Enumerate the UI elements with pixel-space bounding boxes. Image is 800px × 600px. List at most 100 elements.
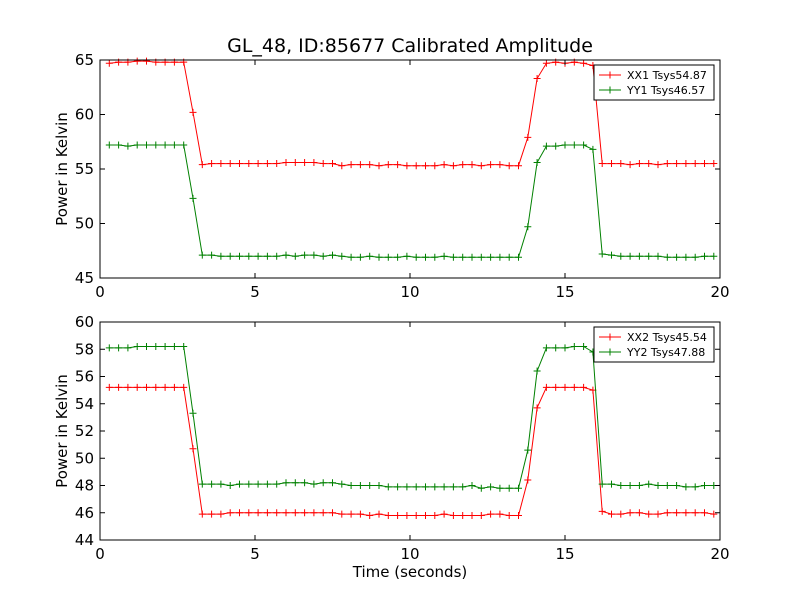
data-point — [515, 484, 522, 492]
data-point — [347, 510, 355, 518]
data-point — [115, 344, 123, 352]
legend: XX2 Tsys45.54 YY2 Tsys47.88 — [593, 326, 715, 363]
data-point — [226, 509, 234, 517]
data-point — [542, 142, 550, 150]
data-point — [654, 161, 662, 169]
data-point — [329, 479, 336, 487]
x-tick-label: 15 — [555, 545, 574, 563]
y-tick-label: 46 — [75, 504, 94, 522]
data-point — [189, 194, 197, 202]
x-axis-label: Time (seconds) — [352, 563, 468, 581]
data-point — [152, 383, 160, 391]
data-point — [561, 344, 569, 352]
data-point — [236, 252, 243, 260]
data-point — [468, 253, 476, 261]
data-point — [282, 158, 290, 166]
data-point — [449, 511, 457, 519]
data-point — [626, 161, 634, 169]
data-point — [691, 253, 699, 261]
data-point — [384, 511, 392, 519]
data-point — [682, 253, 690, 261]
data-point — [394, 253, 402, 261]
data-point — [542, 59, 550, 67]
data-point — [449, 483, 457, 491]
data-point — [496, 484, 504, 492]
data-point — [347, 482, 355, 489]
data-point — [663, 160, 671, 168]
data-point — [459, 253, 467, 261]
data-point — [208, 160, 216, 168]
data-point — [105, 344, 113, 352]
legend: XX1 Tsys54.87 YY1 Tsys46.57 — [593, 64, 715, 101]
x-tick-label: 5 — [250, 545, 260, 563]
legend-entry: YY1 Tsys46.57 — [626, 84, 705, 97]
y-tick-label: 58 — [75, 340, 94, 358]
data-point — [626, 482, 634, 489]
data-point — [440, 161, 448, 169]
data-point — [440, 483, 448, 491]
data-point — [533, 75, 541, 83]
data-point — [394, 161, 402, 169]
data-point — [580, 343, 588, 351]
data-point — [282, 251, 290, 259]
data-point — [319, 479, 327, 487]
data-point — [598, 250, 606, 258]
data-point — [682, 160, 690, 168]
data-point — [245, 509, 253, 517]
data-point — [524, 133, 532, 141]
data-point — [170, 343, 178, 351]
data-point — [291, 479, 299, 487]
y-tick-label: 45 — [75, 269, 94, 287]
data-point — [124, 142, 132, 150]
data-point — [682, 509, 690, 517]
data-point — [245, 160, 253, 168]
data-point — [626, 252, 634, 260]
data-point — [301, 158, 309, 166]
data-point — [143, 141, 150, 149]
data-point — [198, 251, 206, 259]
y-axis-label: Power in Kelvin — [53, 374, 71, 488]
data-point — [691, 483, 699, 491]
data-point — [524, 446, 532, 454]
data-point — [319, 509, 327, 517]
data-point — [152, 141, 160, 149]
data-point — [635, 160, 643, 168]
x-tick-label: 15 — [555, 283, 574, 301]
data-point — [477, 511, 485, 519]
data-point — [654, 482, 662, 489]
data-point — [143, 57, 150, 65]
data-point — [598, 480, 606, 488]
x-tick-label: 20 — [710, 545, 729, 563]
data-point — [635, 509, 643, 517]
data-point — [645, 160, 653, 168]
data-point — [301, 479, 309, 487]
data-point — [691, 509, 699, 517]
y-tick-label: 44 — [75, 531, 94, 549]
data-point — [198, 480, 206, 488]
data-point — [412, 511, 420, 519]
data-point — [310, 251, 318, 259]
data-point — [580, 59, 588, 67]
data-point — [635, 252, 643, 260]
data-point — [329, 251, 336, 259]
data-point — [180, 383, 188, 391]
data-point — [431, 511, 439, 519]
data-point — [375, 162, 383, 170]
data-point — [645, 252, 653, 260]
data-point — [701, 482, 708, 489]
data-point — [124, 344, 132, 352]
data-point — [570, 343, 578, 351]
series-2 — [105, 141, 718, 261]
data-point — [561, 141, 569, 149]
data-point — [580, 141, 588, 149]
data-point — [208, 251, 216, 259]
data-point — [133, 141, 141, 149]
data-point — [105, 141, 113, 149]
data-point — [440, 252, 448, 260]
data-point — [394, 483, 402, 491]
data-point — [263, 480, 271, 488]
data-point — [515, 253, 522, 261]
data-point — [477, 484, 485, 492]
data-point — [412, 483, 420, 491]
data-point — [143, 383, 150, 391]
